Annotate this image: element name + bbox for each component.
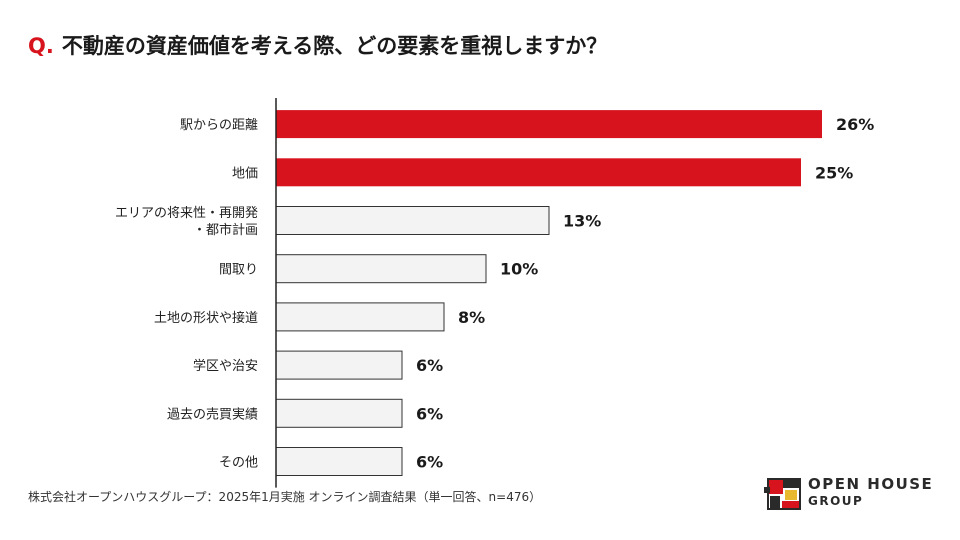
bar-3 — [275, 254, 487, 284]
logo-line2: GROUP — [808, 494, 864, 508]
bar-7 — [275, 447, 403, 476]
value-label-4: 8% — [458, 308, 485, 327]
category-label-7: その他 — [219, 456, 258, 471]
bar-4 — [275, 302, 445, 332]
value-label-1: 25% — [815, 163, 853, 182]
category-label-1: 地価 — [232, 166, 258, 181]
bar-0 — [276, 110, 822, 139]
bar-2 — [275, 206, 550, 235]
value-label-0: 26% — [836, 115, 874, 134]
value-label-5: 6% — [416, 356, 443, 375]
value-label-3: 10% — [500, 260, 538, 279]
value-label-7: 6% — [416, 453, 443, 472]
bar-6 — [275, 398, 403, 428]
category-label-2-line-1: ・都市計画 — [193, 222, 258, 238]
question-text: 不動産の資産価値を考える際、どの要素を重視しますか？ — [61, 34, 608, 58]
logo-line1: OPEN HOUSE — [808, 475, 934, 493]
category-label-5: 学区や治安 — [193, 358, 258, 374]
bar-5 — [275, 350, 403, 380]
category-label-4: 土地の形状や接道 — [154, 310, 258, 326]
source-footnote: 株式会社オープンハウスグループ：2025年1月実施 オンライン調査結果（単一回答… — [28, 490, 542, 504]
value-label-2: 13% — [563, 212, 601, 231]
bar-1 — [276, 158, 801, 187]
question-prefix: Q. — [28, 34, 54, 58]
value-label-6: 6% — [416, 404, 443, 423]
category-label-2-line-0: エリアの将来性・再開発 — [115, 206, 258, 221]
category-label-6: 過去の売買実績 — [167, 406, 258, 422]
company-logo: OPEN HOUSE GROUP — [764, 474, 944, 514]
house-logo-icon — [764, 478, 801, 510]
page-title: Q. 不動産の資産価値を考える際、どの要素を重視しますか？ — [28, 30, 607, 64]
logo-wordmark: OPEN HOUSE GROUP — [808, 476, 933, 510]
category-label-3: 間取り — [219, 263, 258, 278]
category-label-0: 駅からの距離 — [180, 118, 258, 133]
